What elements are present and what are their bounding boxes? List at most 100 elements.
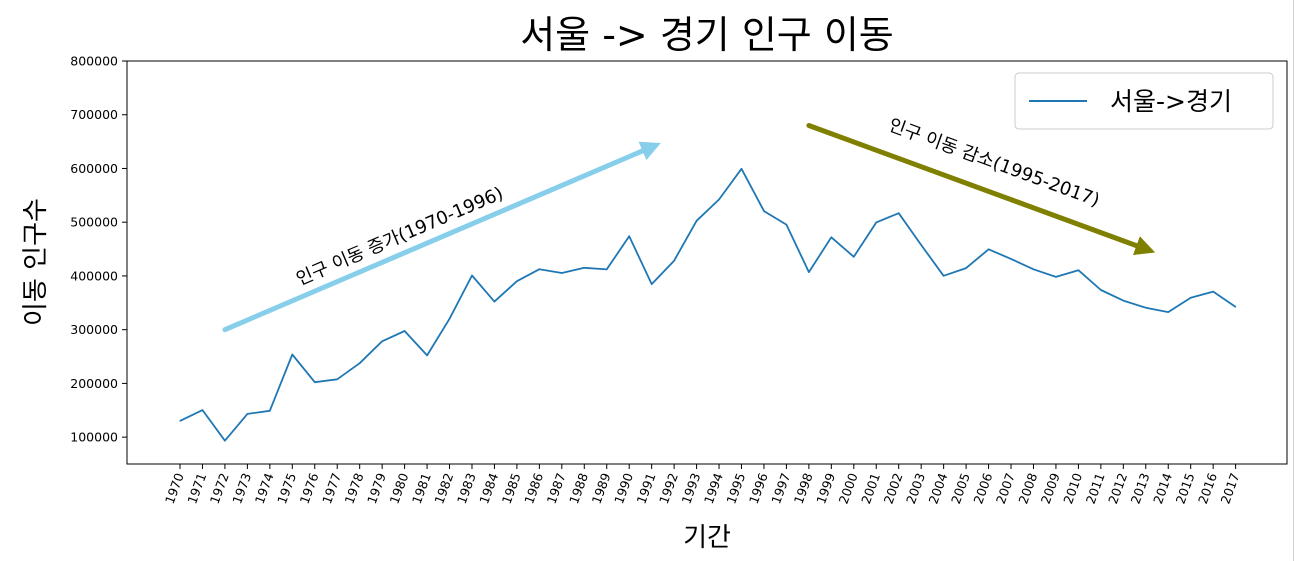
legend-label: 서울->경기	[1110, 87, 1232, 116]
data-point	[291, 353, 293, 356]
data-point	[830, 236, 832, 238]
x-tick-label: 1997	[768, 471, 793, 506]
data-point	[695, 220, 698, 222]
x-tick-label: 1977	[319, 471, 344, 506]
x-tick-label: 2013	[1128, 471, 1153, 506]
data-point	[201, 409, 204, 411]
y-axis: 100000 200000 300000 400000 500000 600000 7000…	[70, 54, 127, 445]
data-point	[426, 354, 428, 357]
data-point	[561, 272, 563, 274]
y-tick-label: 700000	[70, 107, 118, 122]
x-tick-label: 1974	[252, 471, 277, 506]
x-tick-label: 1987	[544, 471, 569, 506]
data-point	[651, 283, 653, 285]
data-point	[875, 221, 877, 224]
data-point	[224, 440, 226, 442]
x-tick-label: 2005	[948, 471, 973, 506]
x-tick-label: 2007	[993, 471, 1018, 506]
x-tick-label: 1983	[454, 471, 479, 506]
x-tick-label: 1991	[634, 471, 659, 506]
data-point	[493, 300, 496, 303]
x-tick-label: 1995	[723, 471, 748, 506]
legend: 서울->경기	[1014, 72, 1274, 130]
data-point	[606, 268, 608, 271]
x-tick-label: 2006	[970, 471, 995, 506]
y-axis-label: 이동 인구수	[21, 198, 51, 326]
data-point	[336, 378, 338, 380]
data-point	[785, 224, 788, 226]
data-point	[1122, 299, 1124, 302]
x-tick-label: 1979	[364, 471, 389, 506]
y-tick-label: 600000	[70, 161, 118, 176]
x-tick-label: 1984	[476, 471, 501, 506]
x-tick-label: 2009	[1038, 471, 1063, 506]
x-tick-label: 1999	[813, 471, 838, 506]
x-tick-label: 2014	[1150, 471, 1175, 506]
x-tick-label: 1993	[678, 471, 703, 506]
x-tick-label: 1973	[229, 471, 254, 506]
y-tick-label: 100000	[70, 430, 118, 445]
chart-title: 서울 -> 경기 인구 이동	[520, 13, 894, 57]
data-point	[538, 268, 540, 270]
data-point	[1167, 311, 1169, 313]
x-tick-label: 1976	[297, 471, 322, 506]
y-tick-label: 500000	[70, 215, 118, 230]
x-tick-label: 2015	[1173, 471, 1198, 506]
data-point	[920, 244, 922, 246]
data-point	[1190, 297, 1192, 299]
y-tick-label: 300000	[70, 322, 118, 337]
x-tick-label: 2010	[1060, 471, 1085, 506]
x-tick-label: 2012	[1105, 471, 1130, 506]
x-tick-label: 2011	[1083, 471, 1108, 506]
data-point	[853, 256, 855, 258]
data-point	[943, 275, 945, 277]
x-tick-label: 1989	[589, 471, 614, 506]
data-point	[718, 198, 720, 201]
data-point	[898, 212, 900, 214]
x-tick-label: 1970	[162, 471, 187, 506]
x-tick-label: 1990	[611, 471, 636, 506]
data-point	[763, 210, 765, 212]
data-point	[404, 330, 406, 332]
data-point	[246, 413, 248, 415]
x-tick-label: 1988	[566, 471, 591, 506]
x-tick-label: 2002	[881, 471, 906, 506]
data-point	[628, 235, 630, 237]
x-tick-label: 2001	[858, 471, 883, 506]
x-tick-label: 1975	[274, 471, 299, 506]
plot-area	[126, 60, 1288, 465]
annotation-arrow	[222, 141, 661, 333]
data-point	[987, 248, 990, 250]
annotations: 인구 이동 증가(1970-1996)인구 이동 감소(1995-2017)	[222, 115, 1156, 333]
data-point	[516, 280, 518, 282]
x-tick-label: 1985	[499, 471, 524, 506]
x-tick-label: 1986	[521, 471, 546, 506]
x-tick-label: 1992	[656, 471, 681, 506]
data-point	[359, 362, 361, 364]
x-axis-label: 기간	[683, 523, 731, 553]
annotation-arrow	[806, 122, 1156, 256]
data-point	[1077, 269, 1079, 271]
data-point	[448, 318, 451, 320]
data-point	[1235, 306, 1237, 308]
x-tick-label: 1994	[701, 471, 726, 506]
data-point	[808, 271, 810, 273]
data-point	[1145, 307, 1147, 309]
data-point	[471, 274, 473, 277]
data-point	[1055, 276, 1057, 278]
data-point	[1100, 289, 1102, 291]
series-line	[179, 167, 1237, 442]
data-point	[740, 168, 743, 170]
x-axis: 1970197119721973197419751976197719781979…	[162, 464, 1242, 506]
x-tick-label: 2004	[925, 471, 950, 506]
data-point	[1032, 268, 1035, 270]
legend-box	[1014, 72, 1274, 130]
y-tick-label: 200000	[70, 376, 118, 391]
y-tick-label: 400000	[70, 268, 118, 283]
y-tick-label: 800000	[70, 54, 118, 69]
x-tick-label: 2003	[903, 471, 928, 506]
x-tick-label: 2008	[1015, 471, 1040, 506]
x-tick-label: 1971	[184, 471, 209, 506]
x-tick-label: 1981	[409, 471, 434, 506]
